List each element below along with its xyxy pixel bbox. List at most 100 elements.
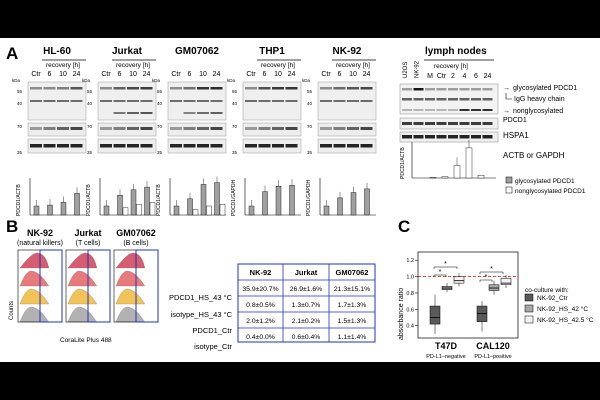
legend-entry: NK-92_HS_42.5 °C <box>537 316 594 324</box>
band-hspa1 <box>170 127 182 130</box>
band-glyco <box>360 87 373 90</box>
flow-histogram <box>67 306 98 323</box>
lymph-band-igg <box>482 98 493 101</box>
lymph-lane-label: U2OS <box>403 62 409 78</box>
lymph-bar-nonglyco <box>477 174 485 179</box>
band-glyco <box>100 87 112 90</box>
y-tick-label: 1.0 <box>406 275 414 281</box>
bar-nonglyco <box>149 202 156 216</box>
band-actb <box>140 144 153 148</box>
band-hspa1 <box>183 127 196 130</box>
band-hspa1 <box>127 127 139 130</box>
boxplot-ylabel: absorbance ratio <box>398 288 405 340</box>
bar-glyco <box>337 197 343 216</box>
lymph-band-hspa1 <box>471 122 481 125</box>
band-hspa1 <box>43 127 56 130</box>
bar-glyco <box>144 186 150 216</box>
lymph-ylabel: PDCD1/ACTB <box>400 147 406 179</box>
arrow-nonglyco: → <box>503 108 510 115</box>
significance-star: * <box>439 269 442 276</box>
lymph-lane-label: 6 <box>474 73 478 80</box>
recovery-header: recovery [h] <box>336 62 370 69</box>
bar-nonglyco <box>206 205 212 216</box>
table-cell: 0.6±0.4% <box>292 334 321 341</box>
marker-70: 70 <box>157 124 163 129</box>
table-cell: 1.5±1.3% <box>338 318 367 325</box>
lymph-band-hspa1 <box>402 122 412 125</box>
flow-group-name: NK-92 <box>27 228 53 238</box>
legend-nonglyco: nonglycosylated PDCD1 <box>515 188 586 195</box>
lymph-bars <box>429 139 485 179</box>
band-igg <box>113 100 126 102</box>
flow-histogram <box>19 288 50 305</box>
lymph-band-hspa1 <box>425 122 435 125</box>
lymph-band-glyco <box>413 88 424 91</box>
band-glyco <box>140 87 153 90</box>
lymph-band-glyco <box>425 88 435 91</box>
table-cell: 35.9±20.7% <box>242 286 278 293</box>
lymph-band-actb <box>425 135 435 139</box>
figure: A HL-60 recovery [h] Ctr 6 10 24 kDa 55 40 70 35 PD… <box>0 38 600 362</box>
bar-glyco <box>47 204 53 216</box>
band-igg <box>57 100 69 102</box>
band-glyco <box>197 87 209 90</box>
lane-label: 24 <box>288 71 296 78</box>
lymph-bands <box>402 88 493 139</box>
lymph-band-igg <box>448 98 458 101</box>
panel-c-boxplot: 1.21.00.80.60.4** **T47DPD-L1–negativeCAL… <box>406 251 519 360</box>
lymph-lane-label: 4 <box>463 73 467 80</box>
lane-label: 24 <box>213 71 221 78</box>
lane-label: 10 <box>274 71 282 78</box>
lymph-band-nonglyco <box>402 109 412 111</box>
bar-nonglyco <box>136 203 142 216</box>
lane-label: 6 <box>263 71 267 78</box>
lymph-band-nonglyco <box>413 109 424 111</box>
band-hspa1 <box>285 127 298 130</box>
band-actb <box>30 144 42 148</box>
lymph-band-igg <box>459 98 470 101</box>
table-cell: 0.4±0.0% <box>246 334 275 341</box>
significance-bracket <box>479 271 504 274</box>
flow-group-sub: (T cells) <box>76 240 101 247</box>
bar-glyco <box>60 202 67 216</box>
band-nonglyco <box>210 112 223 114</box>
flow-gate <box>39 249 63 323</box>
bar-glyco <box>74 193 80 216</box>
lane-label: Ctr <box>321 71 331 78</box>
bar-glyco <box>275 185 282 216</box>
marker-35: 35 <box>307 150 313 155</box>
band-nonglyco <box>127 112 139 114</box>
marker-35: 35 <box>17 150 23 155</box>
legend-entry: NK-92_HS_42 °C <box>537 305 588 313</box>
marker-40: 40 <box>87 101 93 106</box>
marker-70: 70 <box>87 124 93 129</box>
blot-title: GM07062 <box>175 46 219 57</box>
bar-glyco <box>187 198 193 216</box>
band-actb <box>70 144 83 148</box>
blot-thp1: THP1 recovery [h] Ctr 6 10 24 kDa 55 40 70 35 PDCD1… <box>227 46 302 216</box>
legend-entry: NK-92_Ctr <box>537 295 569 302</box>
lymph-band-igg <box>471 98 481 101</box>
marker-70: 70 <box>307 124 313 129</box>
group-sublabel: PD-L1–negative <box>426 354 465 360</box>
marker-55: 55 <box>17 89 23 94</box>
blot-nk-92: NK-92 recovery [h] Ctr 6 10 24 kDa 55 40 70 35 PDCD… <box>302 46 377 216</box>
recovery-header: recovery [h] <box>261 62 295 69</box>
bar-glyco <box>289 185 295 216</box>
band-igg <box>272 100 284 102</box>
band-glyco <box>170 87 182 90</box>
band-actb <box>245 144 257 148</box>
band-glyco <box>320 87 332 90</box>
flow-histogram <box>115 306 146 323</box>
kda-label: kDa <box>302 78 310 83</box>
lymph-band-hspa1 <box>482 122 493 125</box>
band-actb <box>210 144 223 148</box>
flow-histogram <box>67 288 98 305</box>
label-nonglycosylated: nonglycosylated <box>513 108 563 115</box>
lymph-header: recovery [h] <box>434 63 468 70</box>
legend-swatch-glyco <box>505 176 513 184</box>
band-nonglyco <box>113 112 126 114</box>
band-glyco <box>43 87 56 90</box>
